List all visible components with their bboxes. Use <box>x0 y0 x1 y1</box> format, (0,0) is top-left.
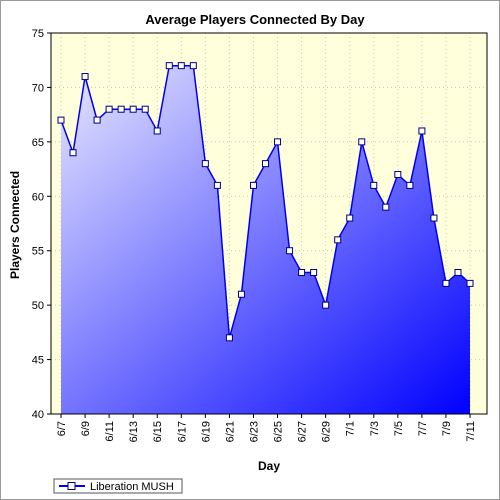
plot-frame <box>50 32 488 415</box>
data-point <box>310 268 318 276</box>
x-tick-label: 6/13 <box>128 421 140 442</box>
data-point <box>201 160 209 168</box>
y-tick-label: 65 <box>32 137 44 149</box>
legend: Liberation MUSH <box>53 478 183 494</box>
x-tick-label: 7/11 <box>465 421 477 442</box>
data-point <box>466 279 474 287</box>
x-tick-label: 6/9 <box>80 421 92 436</box>
legend-box <box>53 478 183 494</box>
data-point <box>454 268 462 276</box>
x-tick-label: 6/11 <box>104 421 116 442</box>
x-tick-label: 7/9 <box>441 421 453 436</box>
data-point <box>334 236 342 244</box>
data-point <box>382 203 390 211</box>
y-tick-label: 45 <box>32 355 44 367</box>
data-point <box>165 62 173 70</box>
y-tick-label: 70 <box>32 82 44 94</box>
data-point <box>69 149 77 157</box>
y-axis-title: Players Connected <box>8 171 22 279</box>
legend-label: Liberation MUSH <box>90 481 174 493</box>
data-point <box>213 181 221 189</box>
x-tick-label: 6/19 <box>200 421 212 442</box>
y-tick-labels: 40 45 50 55 60 65 70 75 <box>32 28 44 421</box>
data-point <box>358 138 366 146</box>
x-tick-label: 7/1 <box>345 421 357 436</box>
data-point <box>189 62 197 70</box>
data-point <box>117 105 125 113</box>
data-point <box>418 127 426 135</box>
data-point <box>153 127 161 135</box>
x-tick-label: 6/15 <box>152 421 164 442</box>
y-tick-label: 40 <box>32 409 44 421</box>
y-tick-label: 75 <box>32 28 44 40</box>
x-tick-label: 6/7 <box>56 421 68 436</box>
data-point <box>298 268 306 276</box>
data-point <box>274 138 282 146</box>
x-tick-labels: 6/7 6/9 6/11 6/13 6/15 6/17 6/19 6/21 6/23 6/25 6/… <box>56 421 477 442</box>
data-point <box>105 105 113 113</box>
data-point <box>57 116 65 124</box>
x-tick-label: 6/29 <box>321 421 333 442</box>
x-axis-title: Day <box>258 459 280 473</box>
data-point <box>237 290 245 298</box>
data-point <box>370 181 378 189</box>
x-tick-label: 6/27 <box>297 421 309 442</box>
y-tick-label: 60 <box>32 191 44 203</box>
y-tick-label: 50 <box>32 300 44 312</box>
data-point <box>394 171 402 179</box>
x-tick-label: 6/17 <box>176 421 188 442</box>
series-markers <box>57 62 474 342</box>
x-tick-label: 7/7 <box>417 421 429 436</box>
data-point <box>225 334 233 342</box>
series-area-fill <box>61 65 471 414</box>
data-point <box>177 62 185 70</box>
data-point <box>286 247 294 255</box>
data-point <box>322 301 330 309</box>
data-point <box>406 181 414 189</box>
data-point <box>129 105 137 113</box>
data-point <box>442 279 450 287</box>
data-point <box>141 105 149 113</box>
x-tick-label: 6/23 <box>248 421 260 442</box>
x-tick-label: 7/5 <box>393 421 405 436</box>
x-tick-label: 6/21 <box>224 421 236 442</box>
chart-title: Average Players Connected By Day <box>145 12 365 27</box>
axes <box>47 32 488 418</box>
legend-marker-swatch <box>67 482 76 490</box>
data-point <box>81 73 89 81</box>
y-tick-label: 55 <box>32 246 44 258</box>
data-point <box>430 214 438 222</box>
data-point <box>249 181 257 189</box>
data-point <box>346 214 354 222</box>
data-point <box>262 160 270 168</box>
x-tick-label: 6/25 <box>273 421 285 442</box>
x-tick-label: 7/3 <box>369 421 381 436</box>
data-point <box>93 116 101 124</box>
